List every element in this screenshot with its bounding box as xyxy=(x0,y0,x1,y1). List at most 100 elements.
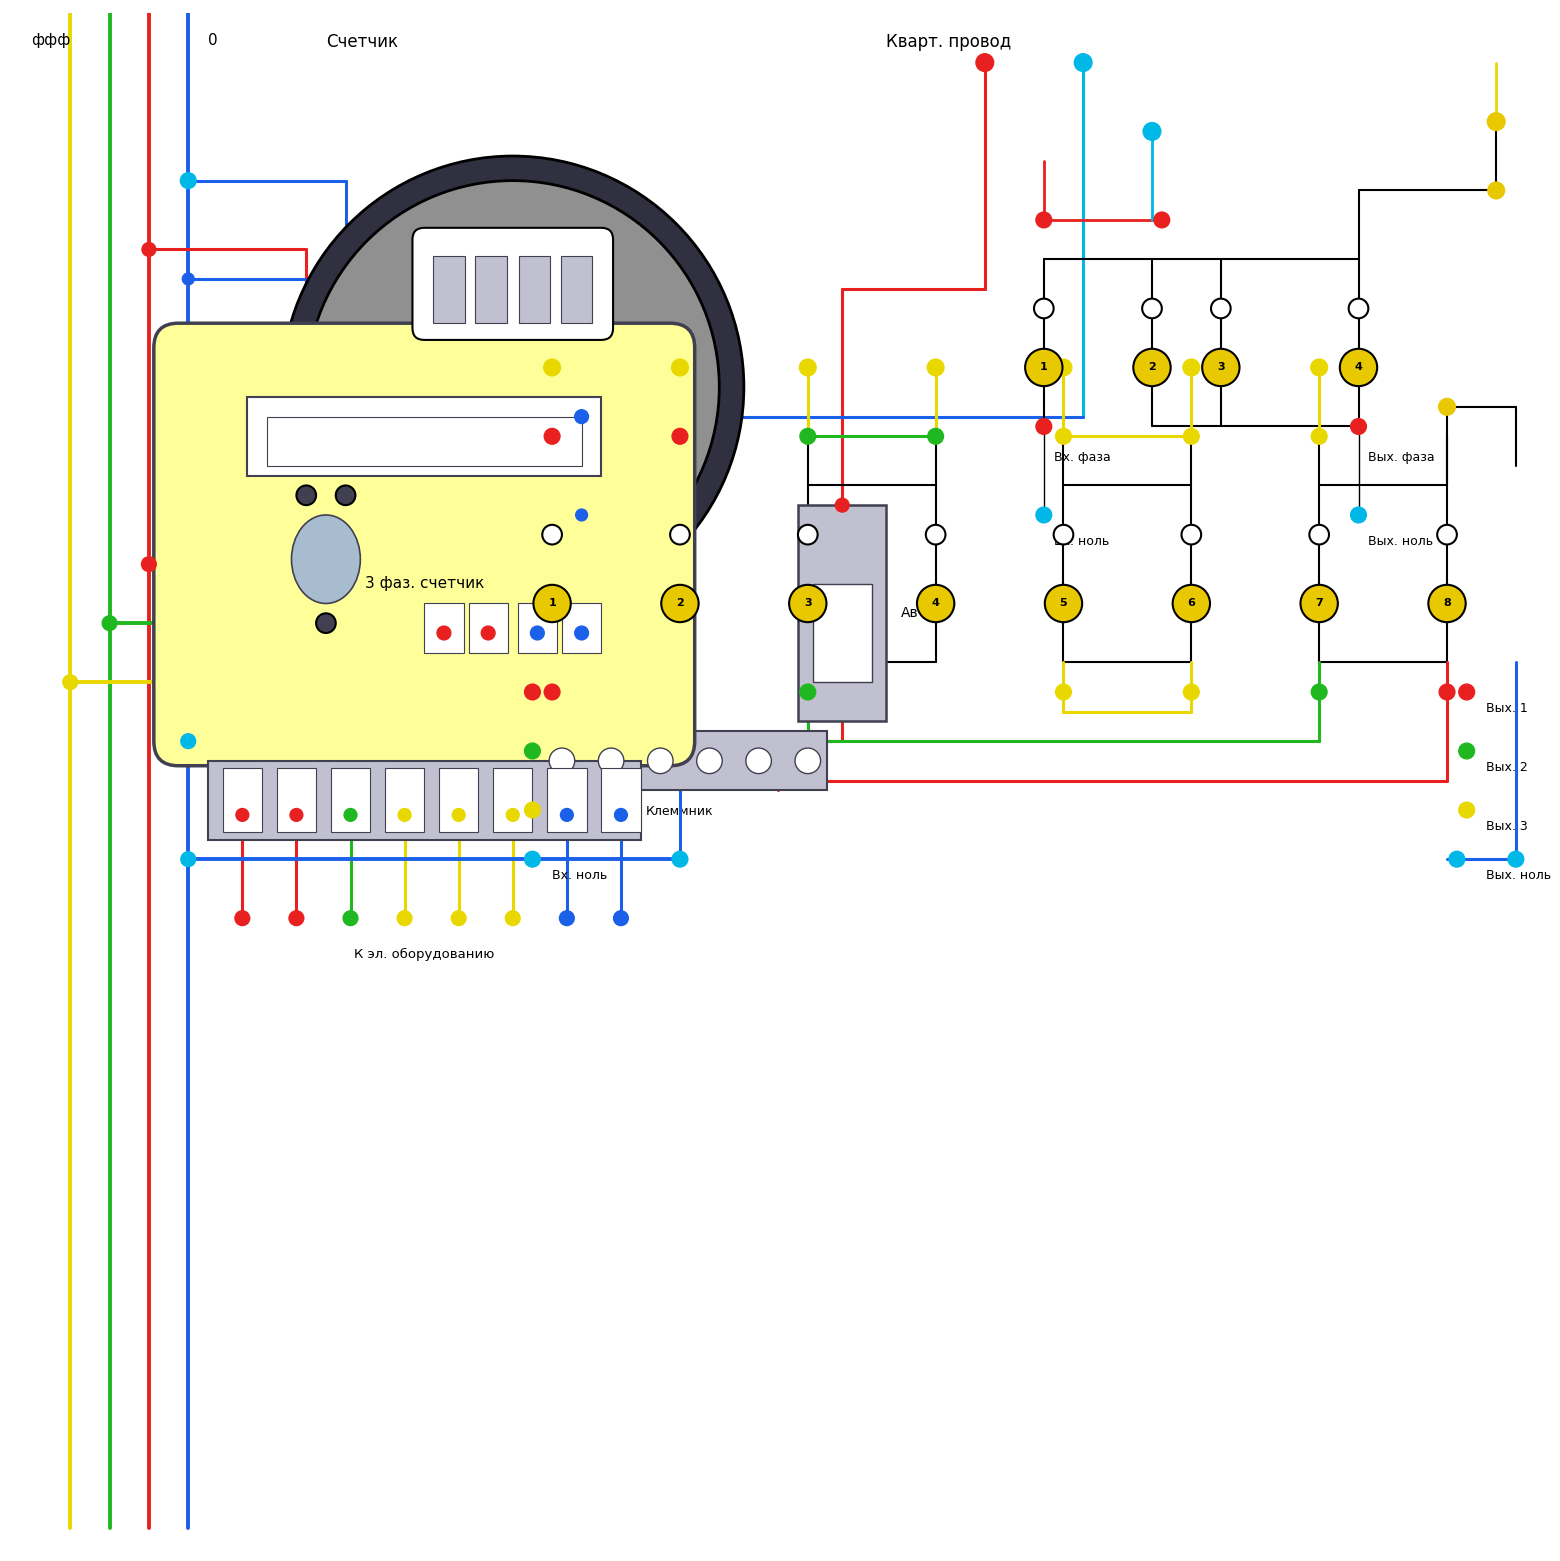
Circle shape xyxy=(1437,524,1457,545)
Circle shape xyxy=(1351,507,1367,523)
Circle shape xyxy=(647,748,672,774)
Bar xyxy=(385,768,424,832)
Text: Счетчик: Счетчик xyxy=(326,33,398,52)
FancyBboxPatch shape xyxy=(154,323,694,766)
Circle shape xyxy=(1034,298,1053,318)
Circle shape xyxy=(451,910,466,926)
Circle shape xyxy=(524,743,540,759)
Bar xyxy=(562,604,601,652)
Circle shape xyxy=(1438,398,1455,415)
Bar xyxy=(267,417,582,465)
Text: 3: 3 xyxy=(803,598,811,609)
Circle shape xyxy=(835,498,849,512)
Text: ффф: ффф xyxy=(31,33,70,48)
Circle shape xyxy=(543,524,562,545)
Circle shape xyxy=(289,910,304,926)
Text: Вх. ноль: Вх. ноль xyxy=(1053,535,1109,548)
Circle shape xyxy=(549,748,574,774)
Circle shape xyxy=(799,359,816,376)
Circle shape xyxy=(672,359,688,376)
Circle shape xyxy=(343,910,357,926)
Circle shape xyxy=(534,585,571,623)
Text: 5: 5 xyxy=(1059,598,1067,609)
Circle shape xyxy=(1181,524,1201,545)
Circle shape xyxy=(928,428,944,445)
Circle shape xyxy=(1211,298,1231,318)
Bar xyxy=(267,495,385,623)
Circle shape xyxy=(927,359,944,376)
Circle shape xyxy=(544,359,560,376)
Circle shape xyxy=(437,626,451,640)
Text: 1: 1 xyxy=(1041,362,1048,373)
Circle shape xyxy=(917,585,955,623)
Circle shape xyxy=(697,748,722,774)
Circle shape xyxy=(599,748,624,774)
Text: 6: 6 xyxy=(1187,598,1195,609)
Bar xyxy=(246,396,601,476)
Circle shape xyxy=(1203,348,1240,386)
Circle shape xyxy=(530,626,544,640)
Circle shape xyxy=(142,557,156,571)
Circle shape xyxy=(482,626,495,640)
Text: Кварт. провод: Кварт. провод xyxy=(886,33,1012,52)
Bar xyxy=(518,604,557,652)
Circle shape xyxy=(800,428,816,445)
Circle shape xyxy=(317,613,335,634)
Bar xyxy=(493,768,532,832)
Circle shape xyxy=(799,524,817,545)
Bar xyxy=(601,768,641,832)
Circle shape xyxy=(524,802,540,818)
Text: К эл. оборудованию: К эл. оборудованию xyxy=(354,948,495,960)
Text: Клеммник: Клеммник xyxy=(646,805,714,818)
Circle shape xyxy=(398,910,412,926)
Circle shape xyxy=(661,585,699,623)
Circle shape xyxy=(1309,524,1329,545)
Circle shape xyxy=(103,615,117,631)
Circle shape xyxy=(142,242,156,256)
Circle shape xyxy=(505,910,519,926)
Circle shape xyxy=(1133,348,1170,386)
Bar xyxy=(532,732,827,790)
Circle shape xyxy=(282,156,744,618)
Text: Вх. ноль: Вх. ноль xyxy=(552,869,607,882)
Text: Вых. ноль: Вых. ноль xyxy=(1487,869,1552,882)
Circle shape xyxy=(576,509,588,521)
Circle shape xyxy=(672,428,688,445)
Text: 3: 3 xyxy=(1217,362,1225,373)
Bar xyxy=(438,768,479,832)
Ellipse shape xyxy=(292,515,360,604)
Circle shape xyxy=(671,524,690,545)
Circle shape xyxy=(1459,743,1474,759)
Circle shape xyxy=(524,684,540,699)
Bar xyxy=(276,768,317,832)
Circle shape xyxy=(1349,298,1368,318)
Circle shape xyxy=(181,173,197,189)
Circle shape xyxy=(672,851,688,866)
Circle shape xyxy=(1056,684,1072,699)
Circle shape xyxy=(1301,585,1338,623)
Bar xyxy=(468,604,509,652)
Bar xyxy=(562,256,593,323)
Circle shape xyxy=(398,809,410,821)
Circle shape xyxy=(296,485,317,506)
Text: Вых. 2: Вых. 2 xyxy=(1487,760,1529,774)
Text: Вых. ноль: Вых. ноль xyxy=(1368,535,1434,548)
Bar xyxy=(813,584,872,682)
Circle shape xyxy=(1142,298,1162,318)
Text: 7: 7 xyxy=(1315,598,1323,609)
FancyBboxPatch shape xyxy=(412,228,613,340)
Circle shape xyxy=(746,748,771,774)
Circle shape xyxy=(1310,359,1328,376)
Bar xyxy=(799,506,886,721)
Circle shape xyxy=(524,851,540,866)
Circle shape xyxy=(1312,684,1328,699)
Text: 1: 1 xyxy=(548,598,555,609)
Circle shape xyxy=(977,53,994,72)
Circle shape xyxy=(1143,123,1161,140)
Circle shape xyxy=(1440,684,1455,699)
Circle shape xyxy=(62,674,78,690)
Bar xyxy=(207,760,641,840)
Circle shape xyxy=(796,748,821,774)
Circle shape xyxy=(181,852,195,866)
Circle shape xyxy=(236,910,250,926)
